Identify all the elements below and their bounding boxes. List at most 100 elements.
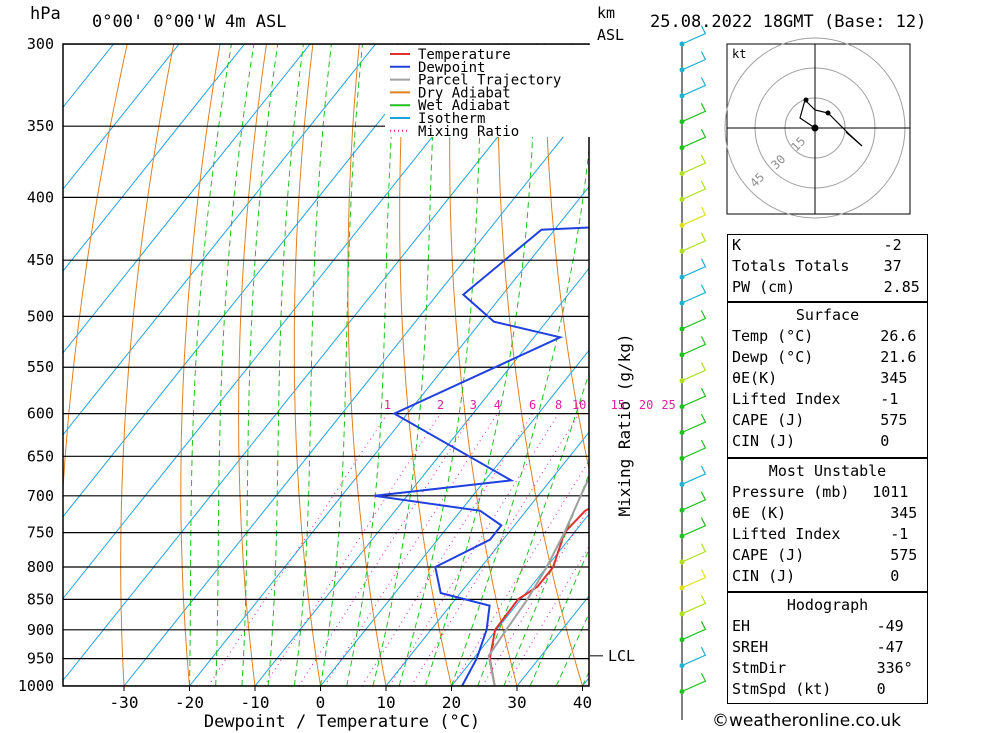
pressure-tick-label: 750 xyxy=(27,524,54,542)
mixing-ratio-tick-label: 8 xyxy=(555,398,562,412)
cape-label: CAPE (J) xyxy=(732,411,805,429)
eh-value: -49 xyxy=(876,617,904,635)
stmdir-value: 336° xyxy=(876,659,913,677)
pressure-tick-label: 800 xyxy=(27,558,54,576)
hodograph-trace xyxy=(799,98,863,147)
li-label: Lifted Index xyxy=(732,390,841,408)
surface-box: Surface Temp (°C) 26.6 Dewp (°C) 21.6 θE(K… xyxy=(727,302,928,458)
isotherm-line xyxy=(320,349,589,686)
isotherm-line xyxy=(63,44,507,600)
mu-cape-label: CAPE (J) xyxy=(732,546,805,564)
footer-credit: ©weatheronline.co.uk xyxy=(712,711,902,731)
mixing-ratio-tick-label: 25 xyxy=(661,398,675,412)
wet-adiabat-line xyxy=(503,472,589,686)
wet-adiabat-line xyxy=(241,44,279,686)
wind-barb-icon xyxy=(681,595,707,615)
wind-barb-icon xyxy=(681,180,707,200)
temp-value: 26.6 xyxy=(880,327,917,345)
mixing-ratio-line xyxy=(505,545,589,686)
temperature-tick-label: -10 xyxy=(241,693,270,712)
stmdir-label: StmDir xyxy=(732,659,787,677)
theta-label: θE(K) xyxy=(732,369,778,387)
dry-adiabat-line xyxy=(591,44,713,686)
wind-barb-icon xyxy=(681,621,707,641)
wind-barb-icon xyxy=(681,284,707,304)
hodograph-frame xyxy=(726,43,911,215)
axis-ticks: 3003504004505005506006507007508008509009… xyxy=(18,35,676,732)
temperature-tick-label: -30 xyxy=(110,693,139,712)
pw-label: PW (cm) xyxy=(732,278,796,296)
x-axis-label: Dewpoint / Temperature (°C) xyxy=(204,712,480,732)
isotherm-line xyxy=(63,44,245,272)
profile-series xyxy=(374,226,589,686)
mixing-ratio-tick-label: 4 xyxy=(494,398,501,412)
wind-barb-icon xyxy=(681,465,707,485)
wet-adiabat-line xyxy=(293,44,332,686)
hpa-label: hPa xyxy=(30,4,61,24)
sreh-value: -47 xyxy=(876,638,904,656)
wind-barb-icon xyxy=(681,646,707,667)
pressure-tick-label: 900 xyxy=(27,621,54,639)
wet-adiabat-line xyxy=(398,44,485,686)
wind-barb-icon xyxy=(681,232,707,252)
tt-value: 37 xyxy=(883,257,902,275)
mu-theta-value: 345 xyxy=(890,504,918,522)
wind-barb-icon xyxy=(681,51,707,71)
mixing-ratio-tick-label: 20 xyxy=(639,398,653,412)
mu-li-value: -1 xyxy=(890,525,909,543)
temperature-line xyxy=(488,507,589,686)
mixing-ratio-line xyxy=(263,413,441,686)
stmspd-label: StmSpd (kt) xyxy=(732,680,832,698)
temperature-tick-label: 10 xyxy=(376,693,395,712)
mixing-ratio-tick-label: 6 xyxy=(529,398,536,412)
wet-adiabat-line xyxy=(372,44,438,686)
wind-barb-icon xyxy=(681,543,707,563)
pressure-tick-label: 450 xyxy=(27,251,54,269)
hodograph-unit-label: kt xyxy=(732,47,746,61)
wind-barb-icon xyxy=(681,672,707,693)
dry-adiabat-line xyxy=(399,44,452,686)
cin-value: 0 xyxy=(880,432,890,450)
wet-adiabat-line xyxy=(215,44,255,686)
wind-barb-icon xyxy=(681,103,707,123)
mu-title: Most Unstable xyxy=(768,462,887,480)
mu-cin-value: 0 xyxy=(890,567,900,585)
isotherm-line xyxy=(63,44,442,518)
wind-barb-icon xyxy=(681,154,707,175)
lcl-label: LCL xyxy=(608,647,635,665)
parcel-trajectory-line xyxy=(487,475,589,686)
dry-adiabat-line xyxy=(449,44,518,686)
mixing-ratio-tick-label: 15 xyxy=(611,398,625,412)
wind-barb-icon xyxy=(681,310,707,330)
pw-value: 2.85 xyxy=(883,278,920,296)
dewp-value: 21.6 xyxy=(880,348,917,366)
hodo-title: Hodograph xyxy=(786,596,869,614)
temperature-tick-label: 0 xyxy=(316,693,326,712)
wind-barb-icon xyxy=(681,413,707,434)
wind-barb-icon xyxy=(681,258,707,278)
dry-adiabat-line xyxy=(63,44,128,498)
mixing-ratio-tick-label: 10 xyxy=(572,398,586,412)
isotherm-line xyxy=(63,44,180,190)
temperature-tick-label: 30 xyxy=(507,693,526,712)
wet-adiabat-line xyxy=(424,44,538,686)
hodograph-point xyxy=(825,110,831,116)
mu-cin-label: CIN (J) xyxy=(732,567,796,585)
wind-barb-icon xyxy=(681,25,707,45)
mu-li-label: Lifted Index xyxy=(732,525,841,543)
basic-indices-box: K -2 Totals Totals 37 PW (cm) 2.85 xyxy=(727,234,928,302)
mu-pressure-value: 1011 xyxy=(872,483,909,501)
wind-barb-icon xyxy=(681,77,707,97)
dry-adiabat-line xyxy=(238,44,267,686)
mixing-ratio-line xyxy=(451,459,589,686)
hodograph-point xyxy=(803,97,809,103)
wind-barb-icon xyxy=(681,517,707,537)
isotherm-line xyxy=(385,431,589,686)
wind-barb-icon xyxy=(681,569,707,589)
mixing-ratio-tick-label: 3 xyxy=(470,398,477,412)
cape-value: 575 xyxy=(880,411,908,429)
pressure-tick-label: 350 xyxy=(27,117,54,135)
wet-adiabat-line xyxy=(346,44,398,686)
dewp-label: Dewp (°C) xyxy=(732,348,814,366)
